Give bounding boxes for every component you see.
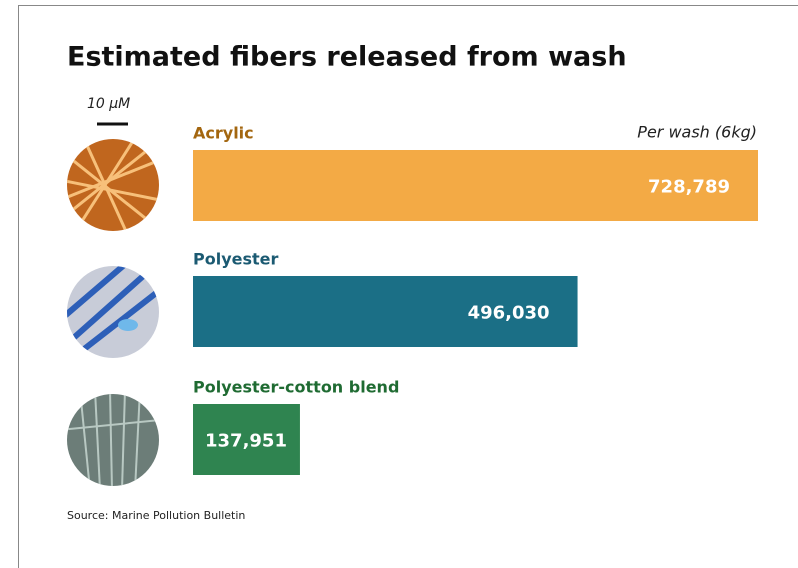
category-label: Polyester-cotton blend: [193, 378, 399, 397]
frame: [18, 5, 798, 568]
bar: [193, 276, 578, 347]
category-label: Polyester: [193, 250, 279, 269]
category-label: Acrylic: [193, 124, 254, 143]
scale-label: 10 µM: [87, 96, 130, 112]
chart-title: Estimated fibers released from wash: [67, 42, 627, 73]
fiber-image: [67, 266, 159, 358]
fiber-image: [67, 139, 159, 231]
bar: [193, 150, 758, 221]
value-label: 496,030: [468, 303, 550, 324]
fiber-image: [67, 394, 159, 486]
value-label: 728,789: [648, 177, 730, 198]
value-label: 137,951: [205, 431, 287, 452]
source: Source: Marine Pollution Bulletin: [67, 509, 245, 522]
annotation: Per wash (6kg): [637, 123, 757, 142]
bar: [193, 404, 300, 475]
